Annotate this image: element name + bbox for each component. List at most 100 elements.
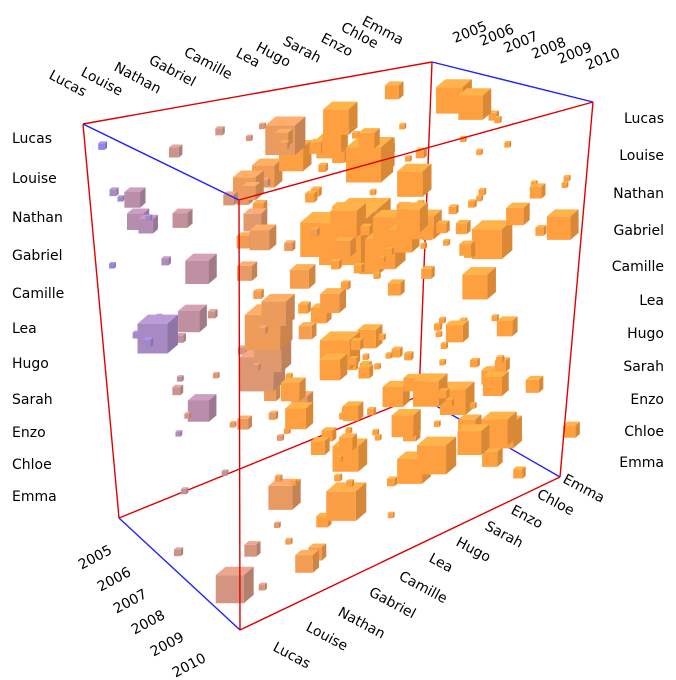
data-cube (342, 401, 364, 422)
data-cube (319, 353, 348, 381)
data-cube (310, 436, 330, 456)
data-cube (109, 261, 116, 269)
left-name-label: Enzo (12, 425, 46, 441)
data-cube (443, 238, 451, 246)
bottom-name-label: Enzo (508, 502, 545, 532)
data-cube (420, 242, 428, 249)
data-cube (491, 314, 499, 322)
data-cube (330, 203, 366, 238)
data-cube (379, 255, 386, 263)
data-cube (439, 358, 447, 366)
data-cube (385, 246, 394, 256)
data-cube (353, 263, 365, 274)
data-cube (433, 322, 443, 331)
data-cube (168, 144, 183, 158)
bottom-name-label: Sarah (482, 518, 525, 551)
data-cube (334, 473, 343, 482)
right-name-label: Emma (619, 455, 664, 471)
data-cube (469, 402, 477, 409)
data-cube (237, 261, 258, 281)
data-cube (459, 240, 476, 256)
left-name-label: Chloe (12, 457, 52, 473)
bottom-year-label: 2005 (76, 542, 115, 573)
data-cube (117, 195, 125, 202)
data-cube (339, 433, 357, 451)
box-edge (559, 101, 594, 478)
data-cube (470, 357, 480, 368)
data-cube (215, 566, 254, 604)
left-name-label: Nathan (12, 210, 63, 226)
data-cube (367, 406, 376, 416)
data-cube (391, 346, 403, 358)
data-cube (258, 582, 267, 591)
data-cube (259, 122, 266, 130)
left-name-label: Louise (12, 171, 57, 187)
right-name-label: Nathan (613, 186, 664, 202)
data-cube (280, 140, 290, 150)
bottom-name-label: Louise (303, 619, 350, 654)
data-cube (496, 316, 518, 337)
data-cube (563, 421, 580, 438)
data-cube (340, 280, 351, 290)
box-front-edges (82, 61, 594, 631)
data-cube (258, 325, 268, 335)
box-edge (239, 476, 561, 631)
data-cube (273, 521, 281, 528)
data-cube (174, 547, 184, 557)
data-cube (175, 430, 183, 437)
data-cube (274, 474, 283, 482)
data-cube (326, 482, 367, 521)
data-cube (546, 209, 579, 240)
data-cube (323, 101, 358, 135)
data-cube (360, 223, 373, 236)
right-name-label: Lea (639, 293, 664, 309)
data-cube (252, 362, 261, 371)
left-name-label: Sarah (12, 392, 53, 408)
data-cube (284, 240, 296, 251)
data-cube (404, 351, 414, 361)
box-edge (118, 517, 241, 631)
data-cube (462, 267, 496, 300)
data-cube (421, 265, 435, 279)
data-cube (305, 190, 318, 203)
right-name-label: Hugo (627, 326, 664, 342)
data-cube (535, 225, 547, 236)
data-cube (378, 333, 386, 341)
data-cube (513, 466, 526, 479)
data-cube (440, 341, 449, 350)
data-cube (476, 148, 483, 156)
data-cube (346, 479, 355, 487)
data-cube (525, 375, 544, 393)
data-cube (413, 373, 448, 407)
left-name-label: Lucas (12, 131, 52, 147)
data-cube (185, 253, 217, 284)
left-name-label: Emma (12, 489, 57, 505)
data-cube (331, 259, 342, 270)
data-cube (244, 541, 261, 557)
data-cube (143, 337, 154, 348)
data-cube (358, 364, 374, 379)
data-cube (145, 214, 153, 221)
box-edge (118, 395, 420, 519)
bottom-name-label: Hugo (453, 534, 493, 565)
data-cube (187, 394, 217, 422)
data-cube (261, 293, 295, 327)
data-cube (415, 147, 427, 159)
data-cube (373, 272, 381, 280)
data-cube (207, 309, 218, 319)
data-cube (98, 141, 107, 150)
data-cube (374, 362, 381, 370)
data-cube (504, 141, 512, 148)
right-name-label: Enzo (630, 392, 664, 408)
data-cube (438, 388, 450, 399)
data-cube (438, 316, 446, 324)
data-cube (221, 469, 229, 476)
data-cube (496, 355, 505, 363)
data-cube (350, 337, 364, 351)
box-edge (82, 123, 240, 201)
data-cube (396, 202, 428, 233)
box-edge (238, 101, 594, 201)
data-cube (172, 208, 193, 228)
data-cube (298, 322, 317, 340)
